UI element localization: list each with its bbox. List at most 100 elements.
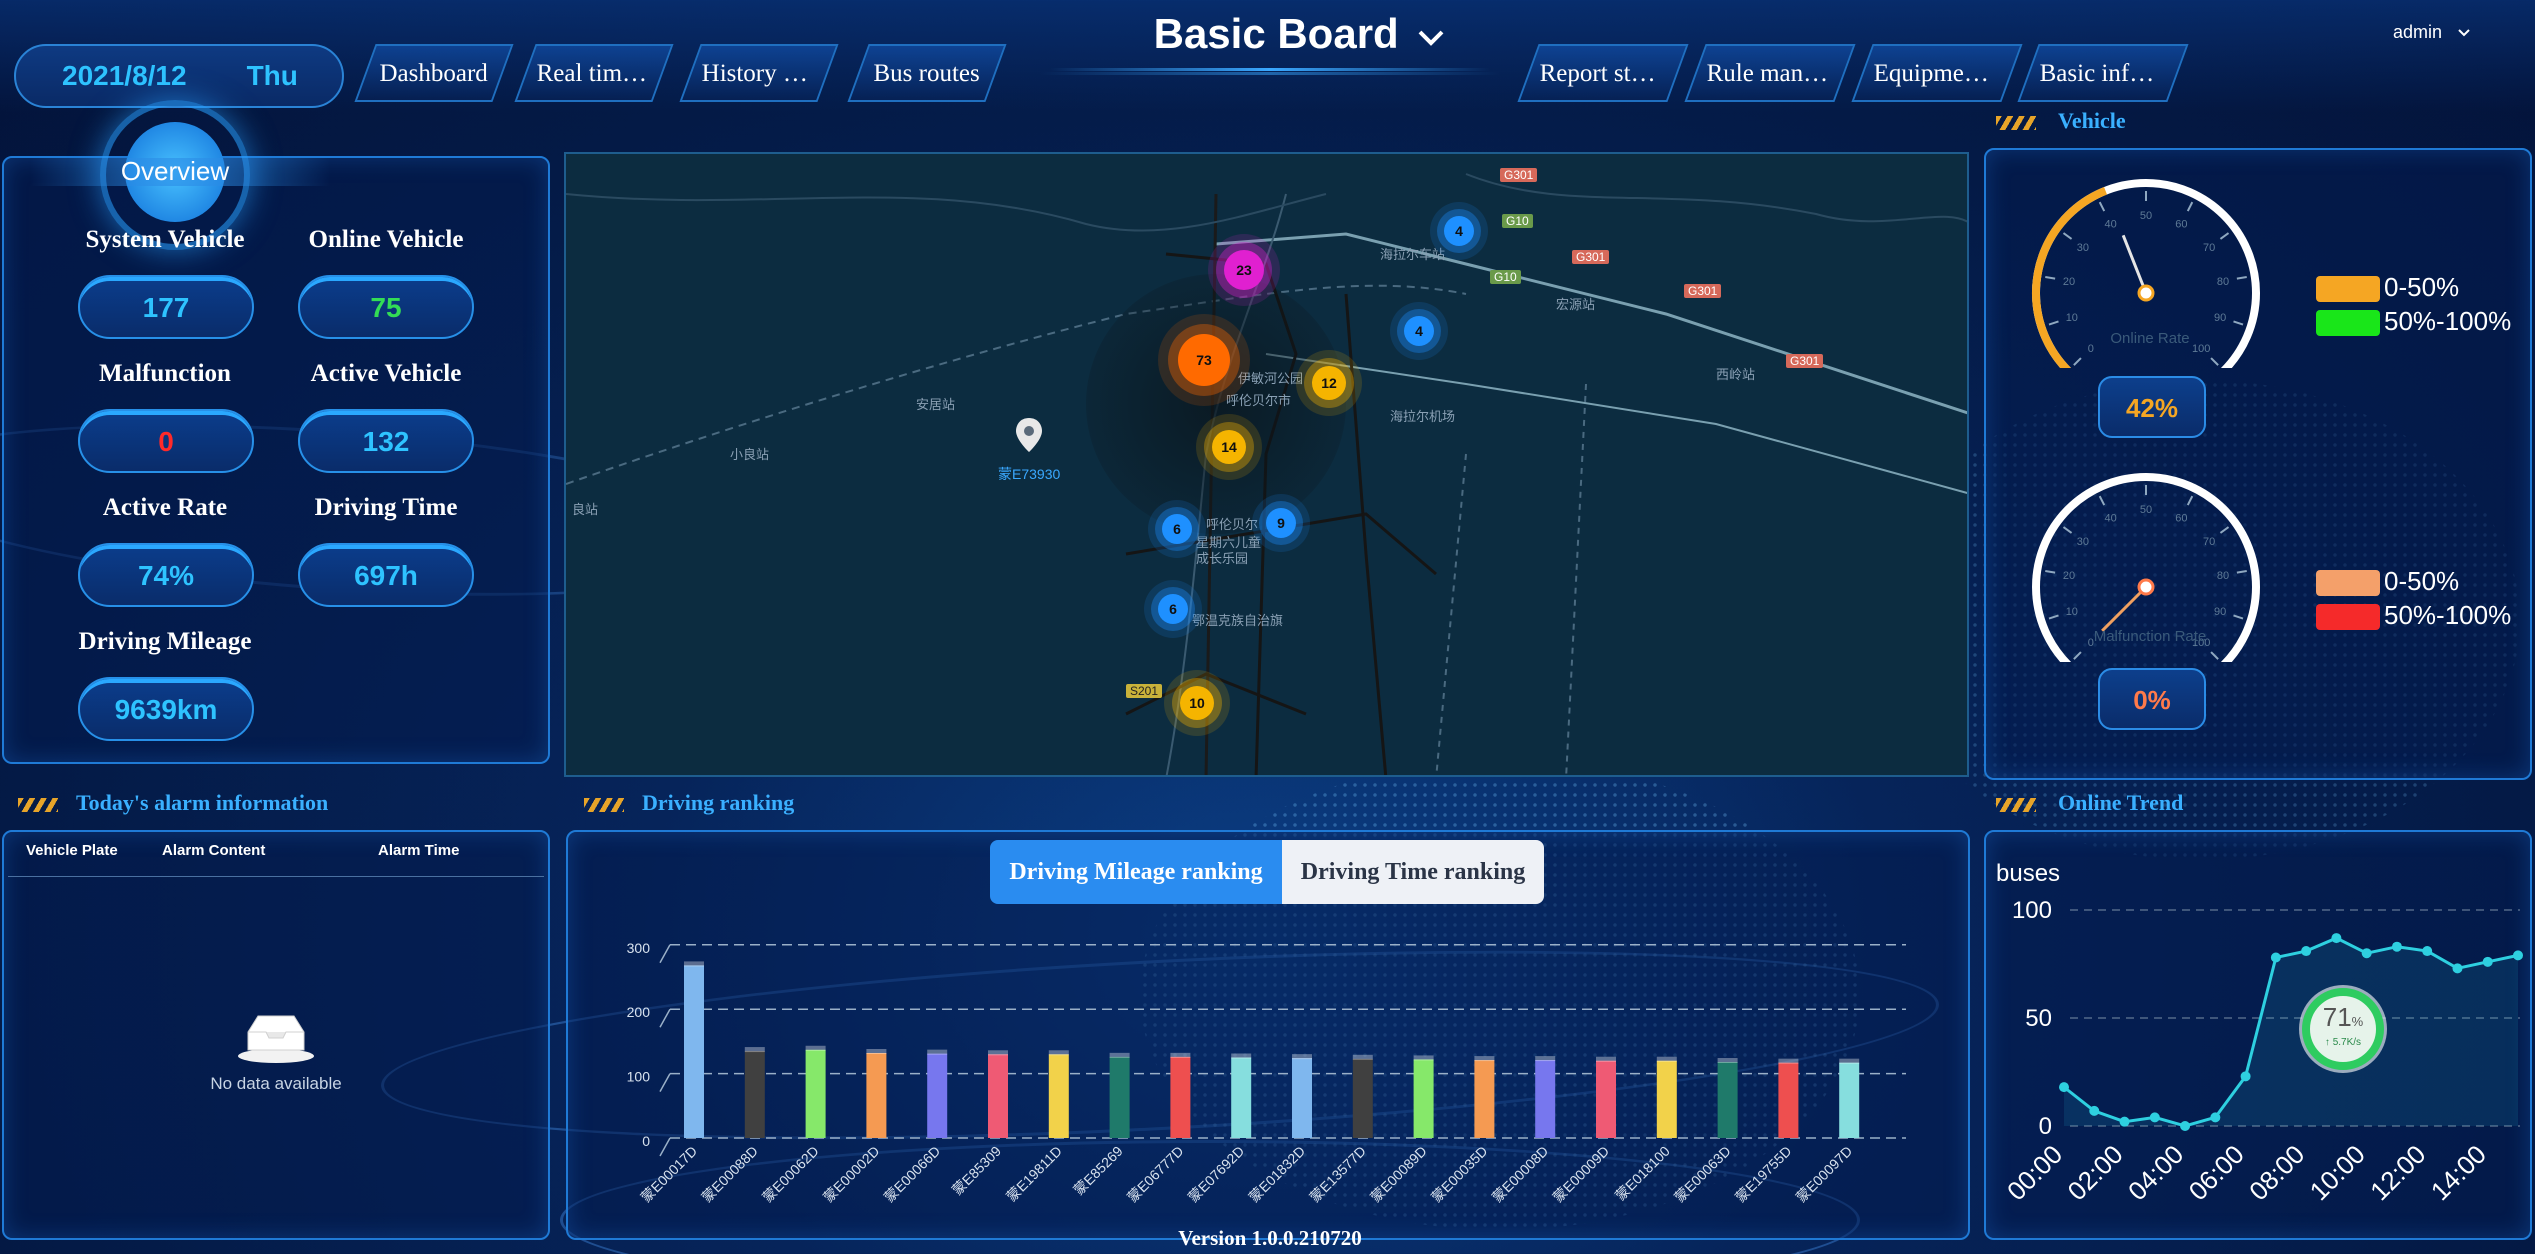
stat-label-driving-mileage: Driving Mileage (78, 628, 252, 655)
vehicle-cluster[interactable]: 6 (1162, 514, 1192, 544)
bar-蒙E85269[interactable] (1109, 1056, 1130, 1138)
trend-point-06:00[interactable] (2240, 1071, 2251, 1082)
trend-point-02:00[interactable] (2119, 1116, 2130, 1127)
bar-cap (684, 961, 704, 967)
page-title: Basic Board (1153, 10, 1399, 57)
vehicle-cluster[interactable]: 73 (1178, 334, 1230, 386)
bar-cap (866, 1048, 887, 1054)
trend-point-15:00[interactable] (2513, 950, 2523, 961)
bar-蒙E01832D[interactable] (1292, 1058, 1312, 1138)
trend-point-04:00[interactable] (2180, 1121, 2191, 1131)
stat-label-system-vehicle: System Vehicle (85, 226, 245, 253)
bar-蒙E00097D[interactable] (1839, 1062, 1860, 1138)
tab-driving-time-ranking[interactable]: Driving Time ranking (1282, 840, 1544, 904)
trend-point-12:00[interactable] (2422, 946, 2433, 957)
bar-蒙E00089D[interactable] (1413, 1059, 1434, 1138)
map-view[interactable]: 海拉尔车站 伊敏河公园 呼伦贝尔市 宏源站 西岭站 海拉尔机场 安居站 小良站 … (564, 152, 1969, 777)
nav-tab-rule-management[interactable]: Rule mana... (1684, 44, 1856, 102)
trend-point-11:00[interactable] (2391, 941, 2402, 952)
bar-蒙E06777D[interactable] (1170, 1056, 1191, 1138)
board-selector[interactable]: Basic Board (1080, 10, 1520, 58)
nav-tab-real-time[interactable]: Real time ... (514, 44, 674, 102)
vehicle-cluster[interactable]: 10 (1180, 686, 1214, 720)
online-rate-value: 42% (2098, 376, 2206, 438)
vehicle-cluster[interactable]: 9 (1266, 508, 1296, 538)
nav-tab-label: Basic infor... (2039, 60, 2168, 87)
user-menu[interactable]: admin (2393, 22, 2471, 43)
bar-cap (1839, 1058, 1860, 1064)
gauge-tick-label: 100 (2192, 637, 2210, 649)
nav-tab-history-playback[interactable]: History pla... (679, 44, 839, 102)
x-tick-label: 蒙E01832D (1246, 1143, 1309, 1206)
x-tick-label: 蒙E00035D (1428, 1143, 1491, 1206)
stat-value-driving-time: 697h (298, 543, 474, 607)
bar-蒙E00008D[interactable] (1535, 1060, 1556, 1138)
vehicle-cluster[interactable]: 12 (1312, 366, 1346, 400)
nav-tab-basic-information[interactable]: Basic infor... (2017, 44, 2189, 102)
vehicle-cluster[interactable]: 4 (1404, 316, 1434, 346)
vehicle-cluster[interactable]: 23 (1224, 250, 1264, 290)
y-axis-tick-slant (659, 1073, 671, 1092)
x-tick-label: 蒙E85309 (949, 1143, 1004, 1198)
bar-蒙E00009D[interactable] (1596, 1060, 1616, 1138)
legend-label: 0-50% (2384, 272, 2460, 302)
tab-driving-mileage-ranking[interactable]: Driving Mileage ranking (990, 840, 1282, 904)
vehicle-cluster[interactable]: 6 (1158, 594, 1188, 624)
bar-蒙E85309[interactable] (988, 1054, 1008, 1138)
bar-蒙E00088D[interactable] (744, 1051, 765, 1138)
gauge-tick (2236, 276, 2247, 280)
alarm-column-alarm-content[interactable]: Alarm Content (162, 842, 266, 859)
bar-蒙E00002D[interactable] (866, 1052, 887, 1138)
trend-point-08:00[interactable] (2301, 946, 2312, 957)
trend-point-10:00[interactable] (2361, 948, 2372, 959)
trend-point-01:00[interactable] (2089, 1105, 2100, 1116)
nav-tab-bus-routes[interactable]: Bus routes (847, 44, 1007, 102)
bar-蒙E13577D[interactable] (1352, 1058, 1373, 1138)
bar-蒙E00066D[interactable] (927, 1053, 948, 1138)
trend-point-09:00[interactable] (2331, 933, 2342, 944)
y-tick-label: 0 (642, 1133, 650, 1149)
bar-蒙E00063D[interactable] (1717, 1062, 1738, 1138)
trend-point-03:00[interactable] (2149, 1112, 2160, 1123)
vehicle-cluster[interactable]: 4 (1444, 216, 1474, 246)
gauge-tick (2210, 357, 2219, 366)
stat-value-active-vehicle: 132 (298, 409, 474, 473)
gauge-tick (2062, 526, 2073, 534)
gauge-tick (2098, 495, 2106, 506)
nav-tab-dashboard[interactable]: Dashboard (354, 44, 514, 102)
x-tick-label: 06:00 (2183, 1139, 2250, 1206)
bar-蒙E07692D[interactable] (1231, 1057, 1252, 1139)
gauge-name-malfunction-rate: Malfunction Rate (2093, 628, 2207, 645)
trend-point-13:00[interactable] (2452, 963, 2463, 974)
trend-point-14:00[interactable] (2482, 956, 2493, 967)
vehicle-location-pin-icon[interactable] (1014, 416, 1044, 459)
bar-蒙E00062D[interactable] (805, 1049, 826, 1138)
gauge-tick (2048, 614, 2059, 620)
online-percentage-badge: 71% ↑ 5.7K/s (2302, 988, 2384, 1070)
bar-蒙E018100[interactable] (1656, 1060, 1677, 1138)
gauge-tick (2219, 526, 2230, 534)
trend-point-05:00[interactable] (2210, 1112, 2221, 1123)
x-tick-label: 蒙E19811D (1003, 1143, 1065, 1205)
trend-area (2064, 938, 2518, 1126)
map-place-label: 呼伦贝尔市 (1226, 393, 1292, 408)
vehicle-cluster[interactable]: 14 (1212, 430, 1246, 464)
alarm-column-vehicle-plate[interactable]: Vehicle Plate (26, 842, 118, 859)
trend-point-00:00[interactable] (2059, 1082, 2069, 1093)
date-display: 2021/8/12 Thu (14, 44, 344, 108)
bar-蒙E19811D[interactable] (1048, 1054, 1069, 1138)
alarm-column-alarm-time[interactable]: Alarm Time (378, 842, 460, 859)
nav-tab-equipment[interactable]: Equipment... (1851, 44, 2023, 102)
nav-tab-report-statistics[interactable]: Report stat... (1517, 44, 1689, 102)
trend-point-07:00[interactable] (2270, 952, 2281, 963)
y-tick-label: 200 (627, 1004, 651, 1020)
gauge-tick (2045, 570, 2056, 574)
bar-蒙E00017D[interactable] (684, 965, 704, 1138)
road-tag: S201 (1126, 684, 1163, 698)
bar-蒙E00035D[interactable] (1474, 1060, 1495, 1138)
online-trend-panel-title: Online Trend (2058, 790, 2184, 815)
map-place-label: 成长乐园 (1196, 551, 1249, 566)
vehicle-panel (1984, 148, 2532, 780)
gauge-pointer (2121, 234, 2148, 294)
bar-蒙E19755D[interactable] (1778, 1062, 1799, 1138)
